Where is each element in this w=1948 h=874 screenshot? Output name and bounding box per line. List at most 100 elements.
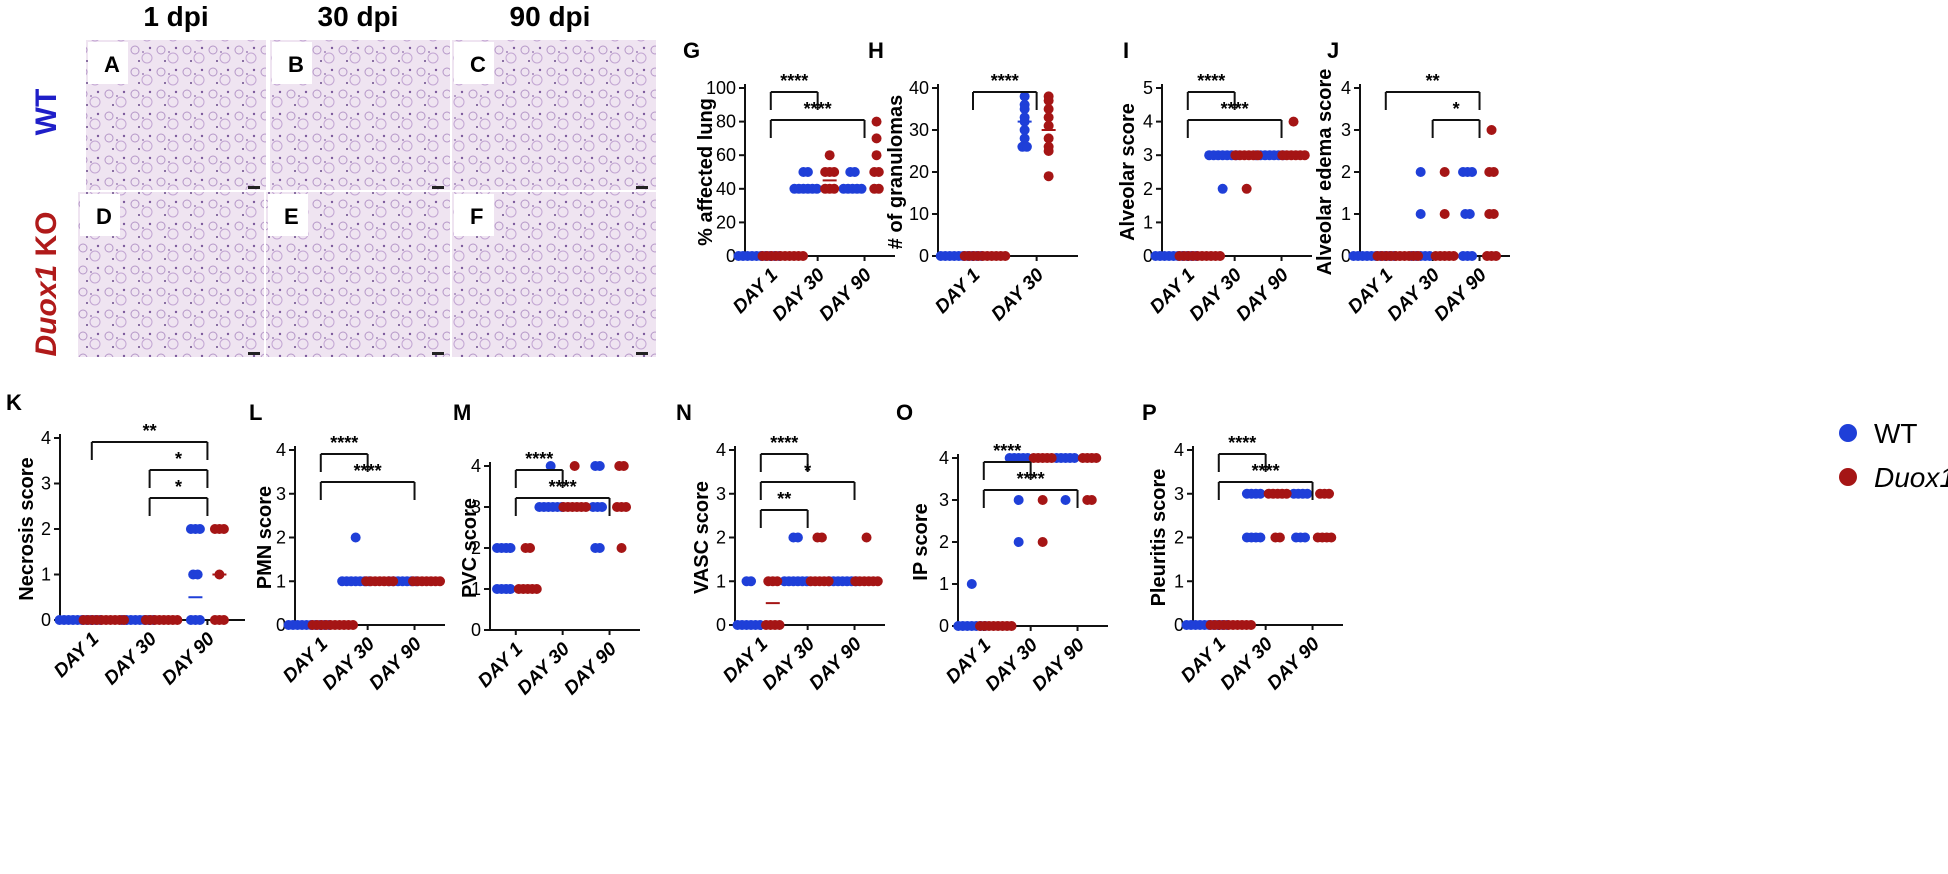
row-label-ko-gene: Duox1 xyxy=(30,265,63,357)
significance-bracket: **** xyxy=(1217,461,1314,500)
y-tick-label: 0 xyxy=(716,615,726,635)
significance-bracket: **** xyxy=(759,433,809,472)
y-tick-label: 0 xyxy=(919,246,929,266)
y-tick-label: 2 xyxy=(716,528,726,548)
data-point-ko xyxy=(872,576,883,587)
x-tick-label: DAY 90 xyxy=(1028,634,1089,695)
significance-bracket: **** xyxy=(982,441,1032,480)
y-tick-label: 4 xyxy=(276,440,286,460)
x-tick-label: DAY 90 xyxy=(560,638,621,699)
significance-label: * xyxy=(804,461,811,481)
y-tick-label: 1 xyxy=(716,571,726,591)
y-tick-label: 3 xyxy=(1143,145,1153,165)
significance-label: **** xyxy=(991,71,1019,91)
significance-label: ** xyxy=(143,421,157,441)
letter-box-b xyxy=(272,42,312,84)
col-header-90dpi: 90 dpi xyxy=(510,1,591,32)
data-point-ko xyxy=(1046,453,1057,463)
data-point-wt xyxy=(1255,532,1266,543)
data-point-ko xyxy=(1043,120,1054,131)
y-tick-label: 40 xyxy=(909,78,929,98)
data-point-ko xyxy=(1299,150,1310,161)
y-tick-label: 1 xyxy=(939,574,949,594)
y-tick-label: 3 xyxy=(716,484,726,504)
significance-bracket: **** xyxy=(514,477,611,516)
data-point-ko xyxy=(1274,532,1285,543)
data-point-wt xyxy=(1021,141,1032,152)
data-point-ko xyxy=(829,183,840,194)
significance-bracket: ** xyxy=(90,421,209,460)
data-point-ko xyxy=(1488,209,1499,219)
y-tick-label: 4 xyxy=(1143,112,1153,132)
data-point-ko xyxy=(871,116,882,127)
data-point-ko xyxy=(1413,251,1424,261)
significance-bracket: ** xyxy=(759,489,809,528)
significance-bracket: **** xyxy=(1186,99,1283,138)
data-point-ko xyxy=(873,183,884,194)
panel-letter: P xyxy=(1142,400,1157,425)
data-point-ko xyxy=(119,615,130,625)
y-tick-label: 20 xyxy=(716,212,736,232)
data-point-wt xyxy=(194,615,205,625)
data-point-ko xyxy=(172,615,183,625)
data-point-ko xyxy=(569,461,580,471)
significance-label: **** xyxy=(1197,71,1225,91)
panel-letter: N xyxy=(676,400,692,425)
y-tick-label: 3 xyxy=(276,484,286,504)
y-tick-label: 40 xyxy=(716,179,736,199)
data-point-ko xyxy=(218,524,229,534)
y-tick-label: 0 xyxy=(726,246,736,266)
significance-label: ** xyxy=(1426,71,1440,91)
y-tick-label: 30 xyxy=(909,120,929,140)
data-point-ko xyxy=(348,620,359,630)
y-tick-label: 2 xyxy=(1341,162,1351,182)
data-point-ko xyxy=(1043,112,1054,123)
histology-block: 1 dpi 30 dpi 90 dpi WT Duox1 KO A B C D … xyxy=(30,1,656,357)
data-point-ko xyxy=(1043,146,1054,156)
data-point-wt xyxy=(1060,495,1071,505)
data-point-ko xyxy=(218,615,229,625)
data-point-ko xyxy=(580,502,591,512)
y-tick-label: 2 xyxy=(471,538,481,558)
data-point-wt xyxy=(966,579,977,589)
y-tick-label: 2 xyxy=(1143,179,1153,199)
y-axis-label: # of granulomas xyxy=(885,95,907,249)
y-axis-label: PMN score xyxy=(254,486,276,589)
data-point-ko xyxy=(525,543,536,553)
legend-ko-marker xyxy=(1839,468,1857,486)
data-point-wt xyxy=(505,584,516,594)
data-point-wt xyxy=(792,532,803,543)
y-tick-label: 3 xyxy=(41,474,51,494)
legend-wt-label: WT xyxy=(1874,418,1918,449)
x-tick-label: DAY 90 xyxy=(1430,264,1491,325)
panel-letter-c: C xyxy=(470,52,486,77)
x-tick-label: DAY 90 xyxy=(1232,264,1293,325)
significance-label: **** xyxy=(780,71,808,91)
data-point-ko xyxy=(1000,251,1011,261)
data-point-ko xyxy=(1488,167,1499,177)
y-tick-label: 0 xyxy=(276,615,286,635)
panel-letter-f: F xyxy=(470,204,483,229)
data-point-ko xyxy=(1043,95,1054,106)
data-point-wt xyxy=(1415,167,1426,177)
significance-label: **** xyxy=(525,449,553,469)
data-point-ko xyxy=(774,620,785,630)
data-point-ko xyxy=(823,576,834,587)
y-tick-label: 1 xyxy=(41,565,51,585)
data-point-wt xyxy=(856,183,867,194)
significance-bracket: * xyxy=(148,477,209,516)
significance-label: **** xyxy=(1228,433,1256,453)
data-point-wt xyxy=(746,576,757,587)
y-axis-label: IP score xyxy=(910,503,932,580)
y-tick-label: 5 xyxy=(1143,78,1153,98)
y-tick-label: 3 xyxy=(1174,484,1184,504)
y-tick-label: 4 xyxy=(1174,440,1184,460)
data-point-ko xyxy=(824,150,835,161)
x-tick-label: DAY 90 xyxy=(815,264,876,325)
significance-bracket: **** xyxy=(1186,71,1236,110)
x-tick-label: DAY 30 xyxy=(988,264,1049,325)
data-point-ko xyxy=(618,461,629,471)
